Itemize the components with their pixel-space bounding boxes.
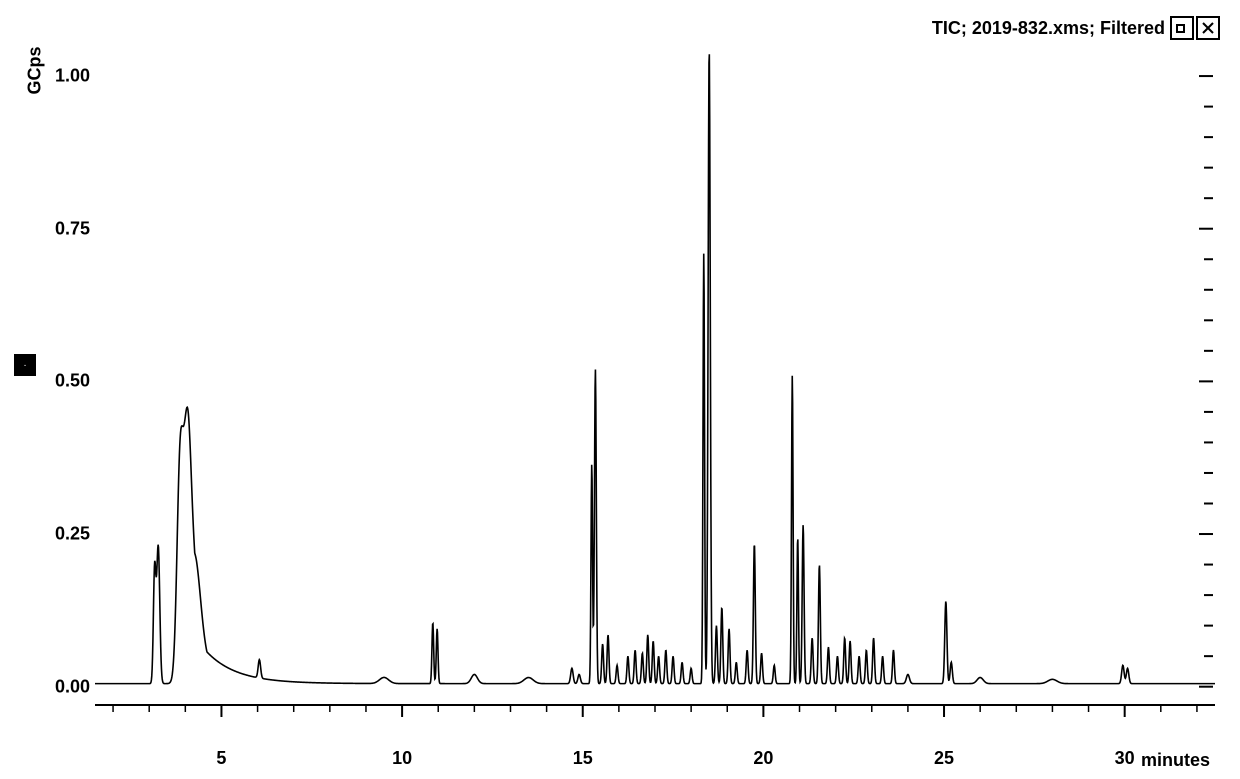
chromatogram-plot	[95, 15, 1215, 740]
x-tick-label: 15	[573, 748, 593, 769]
x-tick-label: 25	[934, 748, 954, 769]
y-tick-label: 0.50	[30, 371, 90, 392]
x-tick-label: 20	[753, 748, 773, 769]
x-tick-label: 10	[392, 748, 412, 769]
x-tick-label: 5	[216, 748, 226, 769]
x-axis-label: minutes	[1141, 750, 1210, 771]
y-tick-label: 0.00	[30, 676, 90, 697]
x-tick-label: 30	[1115, 748, 1135, 769]
y-tick-label: 1.00	[30, 66, 90, 87]
y-tick-label: 0.75	[30, 218, 90, 239]
y-tick-label: 0.25	[30, 524, 90, 545]
